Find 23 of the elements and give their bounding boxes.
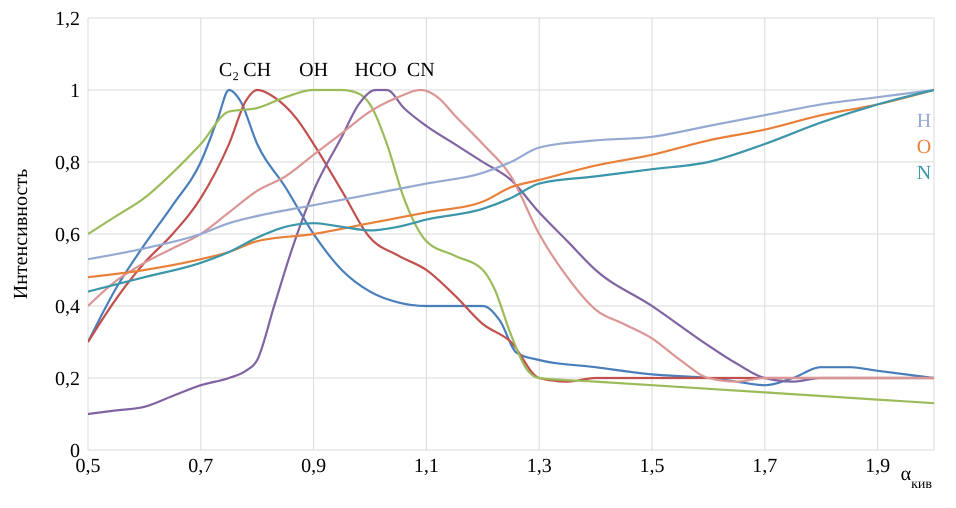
y-tick-label: 0,4 — [55, 296, 80, 318]
y-tick-label: 0,8 — [55, 152, 80, 174]
x-tick-label: 1,7 — [752, 455, 778, 478]
y-tick-label: 1,2 — [55, 8, 80, 30]
text: N — [916, 162, 932, 184]
x-tick-label: 0,9 — [301, 455, 326, 478]
x-axis-title: α$_{кив}$ — [900, 463, 932, 492]
y-tick-label: 0,2 — [55, 368, 80, 390]
x-tick-label: 1,3 — [526, 455, 552, 478]
x-tick-label: 1,9 — [865, 455, 890, 478]
series-label: O — [916, 136, 932, 158]
x-tick-label: 1,5 — [640, 455, 664, 478]
series-label: OH — [299, 59, 328, 81]
series-label: CH — [243, 59, 272, 81]
series-label: CN — [406, 59, 435, 81]
y-tick-label: 1 — [70, 80, 80, 102]
y-tick-label: 0,6 — [55, 224, 80, 246]
x-tick-label: 0,7 — [188, 455, 214, 478]
series-label: H — [916, 110, 932, 132]
y-axis-title: Интенсивность — [10, 168, 32, 300]
x-tick-label: 1,1 — [414, 455, 439, 478]
series-label: C₂ — [218, 59, 240, 81]
series-label: HCO — [354, 59, 397, 81]
